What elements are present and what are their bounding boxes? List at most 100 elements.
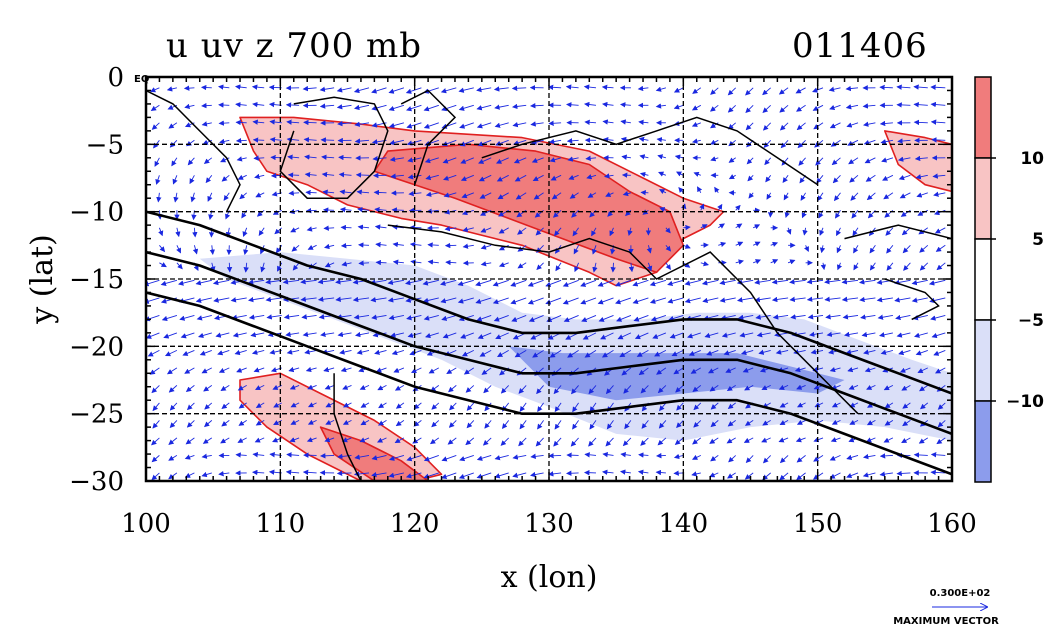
wind-vector: [879, 120, 893, 127]
wind-vector: [780, 139, 789, 149]
wind-vector: [714, 186, 720, 194]
wind-vector: [393, 367, 405, 373]
wind-vector: [518, 385, 527, 394]
wind-vector: [665, 262, 671, 271]
wind-vector: [304, 349, 317, 355]
wind-vector: [621, 367, 632, 376]
wind-vector: [914, 332, 928, 338]
wind-vector: [235, 119, 247, 126]
wind-vector: [512, 103, 527, 110]
wind-vector: [728, 174, 736, 180]
maximum-vector-key: 0.300E+02 MAXIMUM VECTOR: [893, 588, 999, 627]
wind-vector: [692, 437, 702, 445]
wind-vector: [459, 122, 474, 129]
wind-vector: [824, 279, 841, 285]
wind-vector: [528, 314, 544, 322]
wind-vector: [302, 85, 317, 92]
wind-vector: [355, 172, 370, 178]
chart-title: u uv z 700 mb: [166, 26, 422, 66]
wind-vector: [479, 209, 492, 216]
wind-vector: [511, 314, 527, 322]
wind-vector: [300, 279, 317, 285]
wind-vector: [637, 469, 649, 475]
wind-vector: [149, 87, 160, 93]
wind-vector: [930, 84, 946, 90]
wind-vector: [353, 314, 370, 320]
wind-vector: [817, 192, 824, 202]
wind-vector: [692, 138, 701, 144]
wind-vector: [478, 174, 492, 182]
wind-vector: [235, 137, 247, 144]
wind-vector: [387, 297, 404, 303]
wind-vector: [932, 173, 946, 179]
wind-vector: [359, 384, 370, 390]
wind-vector: [747, 174, 754, 182]
wind-vector: [371, 104, 387, 111]
wind-vector: [572, 227, 579, 237]
wind-vector: [734, 204, 741, 211]
wind-vector: [778, 384, 789, 390]
wind-vector: [796, 402, 806, 408]
wind-vector: [624, 420, 632, 430]
wind-vector: [831, 419, 841, 425]
wind-vector: [795, 87, 806, 94]
wind-vector: [845, 104, 859, 110]
wind-vector: [152, 402, 160, 412]
wind-vector: [395, 420, 405, 427]
wind-vector: [496, 174, 509, 182]
wind-vector: [796, 104, 806, 112]
wind-vector: [601, 350, 614, 358]
wind-vector: [895, 314, 911, 321]
wind-vector: [815, 157, 824, 166]
colorbar-tick-label: 5: [1032, 230, 1044, 250]
wind-vector: [354, 104, 370, 111]
wind-vector: [568, 174, 579, 180]
wind-vector: [354, 121, 370, 127]
wind-vector: [879, 471, 893, 477]
wind-vector: [289, 384, 300, 390]
wind-vector: [475, 279, 492, 287]
wind-vector: [482, 437, 492, 446]
wind-vector: [447, 437, 457, 445]
wind-vector: [282, 279, 300, 285]
wind-vector: [484, 420, 492, 429]
wind-vector: [495, 157, 509, 164]
wind-vector: [634, 332, 649, 340]
wind-vector: [336, 104, 352, 110]
wind-vector: [218, 84, 230, 90]
wind-vector: [639, 171, 649, 178]
wind-vector: [343, 402, 352, 408]
wind-vectors: [146, 84, 946, 481]
wind-vector: [389, 139, 405, 146]
wind-vector: [218, 102, 230, 108]
wind-vector: [286, 136, 300, 143]
wind-vector: [149, 367, 160, 375]
wind-vector: [548, 453, 562, 459]
colorbar-tick-label: 10: [1020, 149, 1044, 169]
wind-vector: [172, 175, 178, 185]
wind-vector: [896, 102, 911, 108]
wind-vector: [338, 171, 352, 178]
wind-vector: [813, 437, 824, 443]
wind-vector: [886, 262, 894, 271]
wind-vector: [697, 186, 703, 194]
wind-vector: [413, 402, 422, 410]
wind-vector: [530, 121, 544, 127]
wind-vector: [201, 102, 212, 109]
colorbar-swatch: [974, 238, 992, 321]
wind-vector: [597, 279, 614, 287]
wind-vector: [604, 173, 614, 179]
wind-vector: [180, 332, 195, 339]
wind-vector: [427, 242, 439, 248]
wind-vector: [754, 296, 771, 303]
wind-vector: [783, 192, 789, 201]
wind-vector: [771, 279, 789, 285]
wind-vector: [829, 104, 841, 111]
wind-vector: [930, 314, 946, 321]
wind-vector: [739, 332, 754, 338]
wind-vector: [537, 402, 544, 413]
wind-vector: [699, 203, 705, 211]
wind-vector: [846, 472, 859, 479]
y-tick-label: −5: [86, 130, 124, 160]
wind-vector: [735, 223, 743, 229]
